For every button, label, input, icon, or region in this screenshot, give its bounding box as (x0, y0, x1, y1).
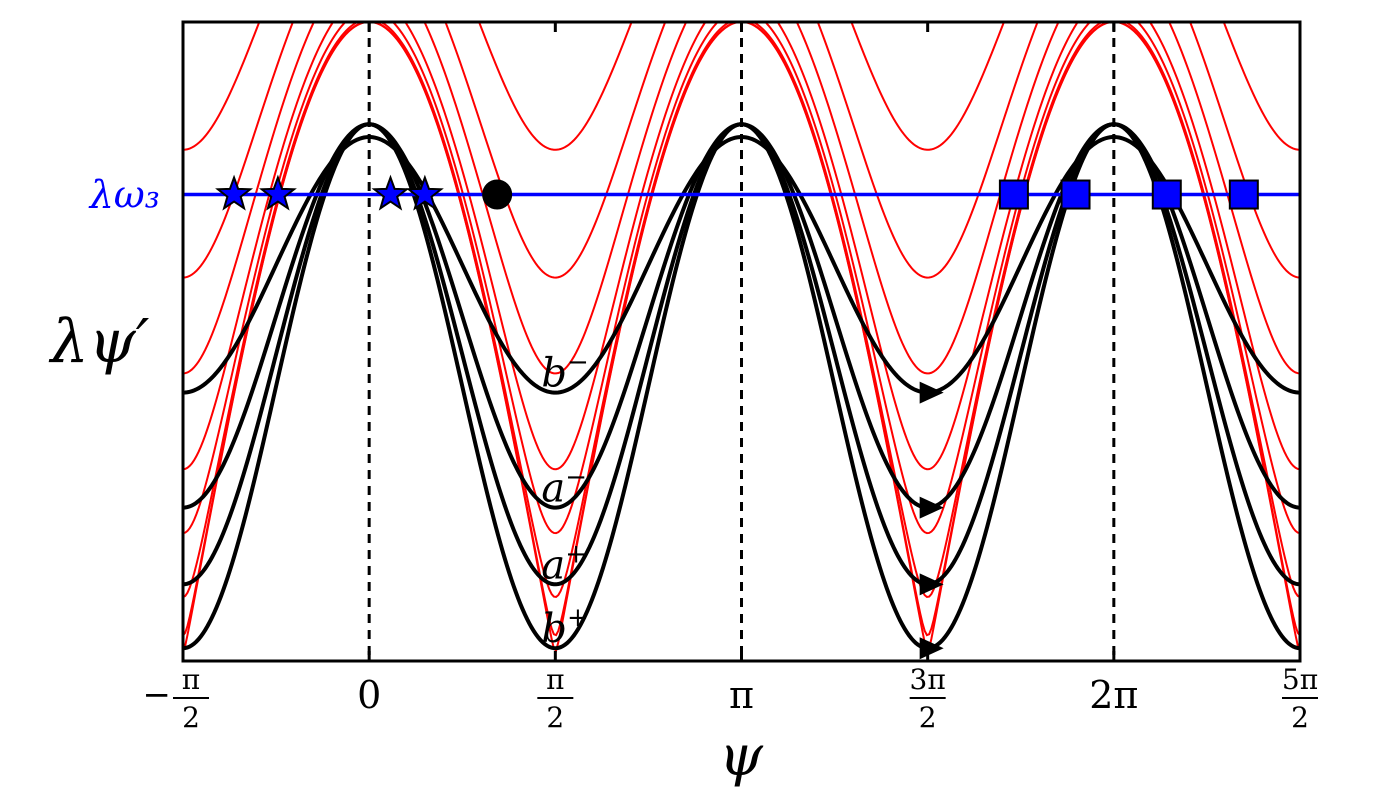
svg-text:2: 2 (182, 701, 200, 734)
trajectory-b-plus (183, 122, 1300, 651)
x-tick-label-1: − π 2 (143, 663, 209, 734)
square-marker-2 (1060, 179, 1091, 210)
svg-text:π: π (729, 673, 754, 717)
svg-text:−: − (143, 675, 172, 715)
square-marker-1 (998, 179, 1029, 210)
star-marker-4 (405, 174, 444, 211)
markers-group (215, 174, 1259, 211)
x-tick-label-3: π2 (537, 663, 574, 734)
x-axis-label: ψ (719, 724, 764, 789)
trajectory-arrow-2 (919, 496, 944, 519)
svg-text:2: 2 (546, 701, 564, 734)
svg-text:3π: 3π (910, 663, 946, 696)
square-marker-3 (1151, 179, 1182, 210)
svg-text:2π: 2π (1089, 673, 1138, 717)
curve-labels-group: b− a− a+ b+ (541, 348, 588, 653)
svg-text:2: 2 (1291, 701, 1309, 734)
vertical-dashed-lines (367, 22, 1116, 661)
star-marker-3 (371, 174, 410, 211)
square-marker-4 (1228, 179, 1259, 210)
svg-text:0: 0 (357, 673, 381, 717)
curve-label-4: b+ (541, 603, 588, 652)
axis-labels-group: ψ λψ′ (49, 307, 764, 789)
plot-frame (181, 20, 1302, 663)
x-tick-label-2: 0 (357, 673, 381, 717)
y-axis-label: λψ′ (49, 307, 150, 377)
x-tick-label-7: 5π2 (1282, 663, 1318, 734)
omega3-label: λω₃ (88, 173, 160, 217)
curve-label-3: a+ (541, 539, 587, 588)
star-marker-1 (215, 174, 254, 211)
trajectory-b-minus (183, 135, 1300, 395)
trajectory-arrow-1 (919, 381, 944, 404)
svg-text:2: 2 (919, 701, 937, 734)
trajectory-arrow-4 (919, 637, 944, 660)
svg-text:5π: 5π (1282, 663, 1318, 696)
black-curves-group (183, 122, 1300, 660)
star-marker-2 (258, 174, 297, 211)
x-tick-label-4: π (729, 673, 754, 717)
curve-label-1: b− (541, 348, 588, 397)
x-tick-label-5: 3π2 (910, 663, 946, 734)
circle-marker-1 (482, 179, 513, 210)
trajectory-arrow-3 (919, 573, 944, 596)
svg-text:π: π (182, 663, 200, 696)
horizontal-line-group: λω₃ (88, 173, 1300, 217)
curve-label-2: a− (541, 463, 587, 512)
svg-text:π: π (546, 663, 564, 696)
x-tick-label-6: 2π (1089, 673, 1138, 717)
